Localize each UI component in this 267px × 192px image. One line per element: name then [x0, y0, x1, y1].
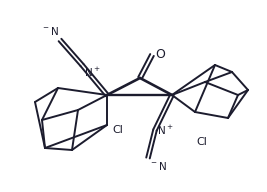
Text: Cl: Cl	[196, 137, 207, 147]
Text: $^-$N: $^-$N	[41, 25, 59, 37]
Text: O: O	[155, 49, 165, 61]
Text: Cl: Cl	[112, 125, 123, 135]
Text: $^-$N: $^-$N	[149, 160, 167, 172]
Text: N$^+$: N$^+$	[157, 123, 174, 137]
Text: N$^+$: N$^+$	[84, 66, 101, 79]
